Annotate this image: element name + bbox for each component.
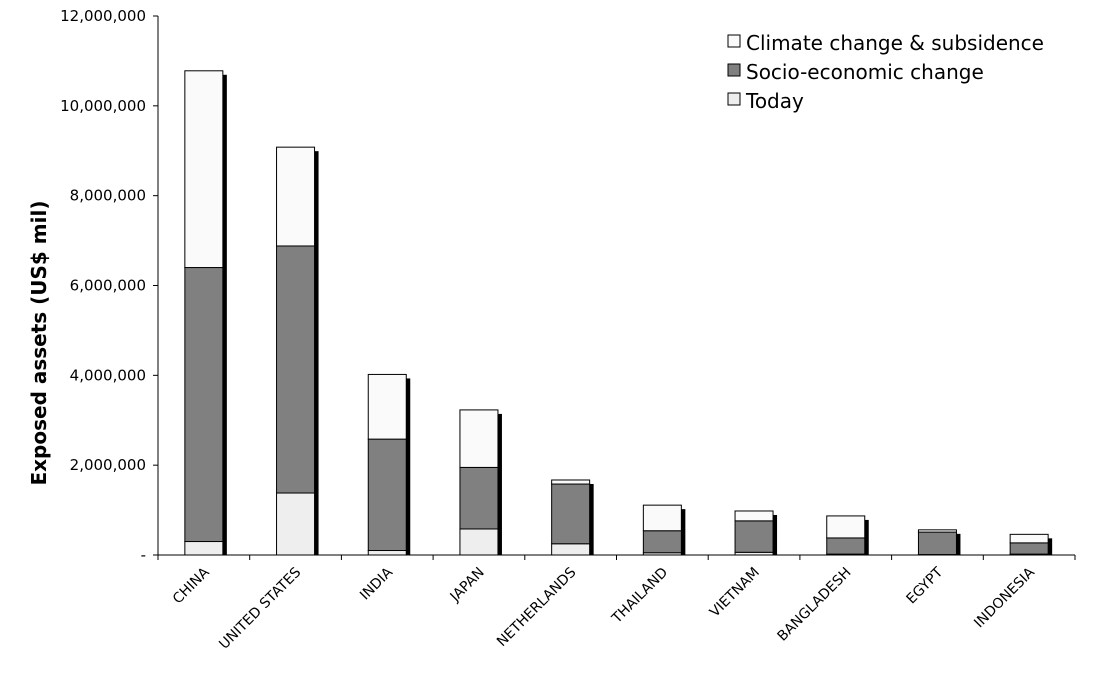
bar-segment [368,551,406,555]
bar-segment [460,529,498,555]
bar-segment [827,538,865,554]
bar-segment [1010,543,1048,554]
x-tick-label: JAPAN [447,565,488,606]
bar-segment [552,484,590,544]
legend-label: Today [745,89,804,113]
bar-segment [643,531,681,553]
bar-segment [277,246,315,493]
x-tick-label: THAILAND [608,565,671,628]
y-tick-label: 8,000,000 [70,187,146,205]
bar-segment [552,544,590,555]
bar-segment [185,542,223,555]
bar-segment [1010,534,1048,543]
legend-swatch [728,35,740,47]
y-tick-label: - [141,546,146,564]
bar-segment [735,511,773,521]
bar-segment [460,467,498,529]
x-tick-label: VIETNAM [707,565,763,621]
bar-segment [735,521,773,552]
bar-segment [552,480,590,484]
x-tick-label: NETHERLANDS [494,564,580,650]
legend-label: Climate change & subsidence [746,31,1044,55]
bar-segment [185,268,223,542]
y-tick-label: 10,000,000 [60,97,146,115]
bar-segment [918,532,956,554]
x-tick-label: BANGLADESH [774,565,854,645]
y-axis-label: Exposed assets (US$ mil) [27,200,51,485]
y-tick-label: 2,000,000 [70,456,146,474]
bar-segment [460,410,498,467]
legend: Climate change & subsidence Socio-economi… [728,31,1044,113]
bar-segment [643,505,681,531]
y-tick-label: 6,000,000 [70,277,146,295]
bar-segment [827,516,865,538]
x-tick-label: INDONESIA [971,564,1038,631]
bar-segment [918,530,956,532]
y-tick-label: 4,000,000 [70,366,146,384]
x-tick-label: CHINA [170,564,213,607]
bars [185,71,1052,555]
y-tick-label: 12,000,000 [60,7,146,25]
y-axis-label-group: Exposed assets (US$ mil) [27,200,51,485]
bar-segment [277,147,315,246]
bar-segment [185,71,223,268]
x-tick-label: EGYPT [903,564,946,607]
bar-segment [277,493,315,555]
bar-segment [368,374,406,439]
legend-label: Socio-economic change [746,60,984,84]
bar-segment [368,439,406,550]
x-tick-label: UNITED STATES [216,564,304,652]
legend-swatch [728,93,740,105]
x-tick-label: INDIA [357,564,396,603]
legend-swatch [728,64,740,76]
